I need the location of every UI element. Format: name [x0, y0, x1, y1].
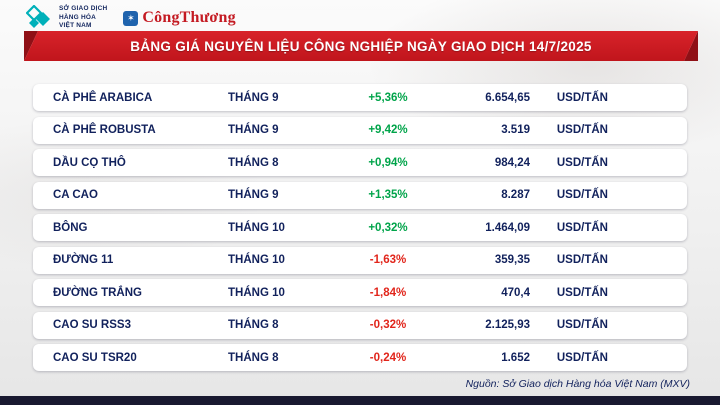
price-value: 359,35 [494, 254, 530, 266]
price-unit: USD/TẤN [556, 286, 608, 299]
mxv-logo-line1: SỞ GIAO DỊCH [59, 5, 108, 13]
mxv-logo-line2: HÀNG HÓA [59, 13, 96, 21]
price-value: 1.652 [501, 351, 530, 364]
price-table: CÀ PHÊ ARABICA THÁNG 9 +5,36% 6.654,65 U… [33, 84, 687, 377]
price-unit: USD/TẤN [556, 91, 608, 104]
title-ribbon-band: BẢNG GIÁ NGUYÊN LIỆU CÔNG NGHIỆP NGÀY GI… [24, 31, 698, 61]
table-row: CAO SU TSR20 THÁNG 8 -0,24% 1.652 USD/TẤ… [33, 344, 687, 371]
price-value: 470,4 [501, 286, 530, 299]
price-unit: USD/TẤN [556, 124, 608, 136]
table-row: CA CAO THÁNG 9 +1,35% 8.287 USD/TẤN [33, 181, 687, 209]
mxv-logo-icon [26, 5, 50, 28]
price-unit: USD/TẤN [556, 189, 608, 201]
commodity-name: ĐƯỜNG 11 [53, 254, 114, 266]
congthuong-logo: ✶ CôngThương [123, 9, 236, 27]
table-row: BÔNG THÁNG 10 +0,32% 1.464,09 USD/TẤN [33, 214, 687, 241]
page-title: BẢNG GIÁ NGUYÊN LIỆU CÔNG NGHIỆP NGÀY GI… [130, 38, 592, 54]
change-percent: +5,36% [368, 91, 408, 104]
price-value: 984,24 [494, 156, 530, 169]
congthuong-logo-icon: ✶ [123, 10, 139, 26]
contract-month: THÁNG 9 [228, 189, 279, 201]
contract-month: THÁNG 9 [228, 124, 279, 136]
price-value: 2.125,93 [485, 319, 530, 331]
change-percent: +0,94% [368, 156, 408, 169]
contract-month: THÁNG 8 [228, 351, 279, 364]
contract-month: THÁNG 9 [228, 91, 279, 104]
commodity-name: ĐƯỜNG TRẮNG [53, 286, 142, 299]
mxv-logo: SỞ GIAO DỊCH HÀNG HÓA VIỆT NAM [26, 5, 107, 31]
mxv-logo-text: SỞ GIAO DỊCH HÀNG HÓA VIỆT NAM [59, 5, 107, 30]
change-percent: -0,24% [369, 351, 407, 364]
change-percent: -0,32% [369, 319, 407, 331]
table-row: CÀ PHÊ ROBUSTA THÁNG 9 +9,42% 3.519 USD/… [33, 116, 687, 144]
contract-month: THÁNG 8 [228, 156, 279, 169]
commodity-name: DẦU CỌ THÔ [53, 156, 126, 169]
commodity-name: CA CAO [53, 189, 98, 201]
price-unit: USD/TẤN [556, 319, 608, 331]
price-value: 6.654,65 [485, 91, 530, 104]
price-value: 3.519 [501, 124, 530, 136]
price-unit: USD/TẤN [556, 156, 608, 169]
logo-bar: SỞ GIAO DỊCH HÀNG HÓA VIỆT NAM ✶ CôngThư… [26, 5, 236, 31]
table-row: CAO SU RSS3 THÁNG 8 -0,32% 2.125,93 USD/… [33, 311, 687, 339]
commodity-name: CÀ PHÊ ROBUSTA [53, 124, 156, 136]
change-percent: +1,35% [368, 189, 408, 201]
title-ribbon: BẢNG GIÁ NGUYÊN LIỆU CÔNG NGHIỆP NGÀY GI… [24, 31, 698, 61]
price-value: 1.464,09 [485, 221, 530, 234]
price-value: 8.287 [501, 189, 530, 201]
table-row: DẦU CỌ THÔ THÁNG 8 +0,94% 984,24 USD/TẤN [33, 149, 687, 176]
commodity-name: CAO SU RSS3 [53, 319, 131, 331]
contract-month: THÁNG 8 [228, 319, 279, 331]
congthuong-logo-text: CôngThương [142, 9, 236, 26]
change-percent: -1,84% [369, 286, 407, 299]
price-unit: USD/TẤN [556, 221, 608, 234]
mxv-logo-line3: VIỆT NAM [59, 22, 92, 30]
commodity-name: CÀ PHÊ ARABICA [53, 91, 153, 104]
change-percent: +9,42% [368, 124, 408, 136]
change-percent: +0,32% [368, 221, 408, 234]
commodity-name: CAO SU TSR20 [53, 351, 137, 364]
table-row: ĐƯỜNG 11 THÁNG 10 -1,63% 359,35 USD/TẤN [33, 246, 687, 274]
contract-month: THÁNG 10 [228, 221, 285, 234]
bottom-bar [0, 396, 720, 405]
commodity-name: BÔNG [53, 221, 88, 234]
contract-month: THÁNG 10 [228, 286, 285, 299]
price-unit: USD/TẤN [556, 351, 608, 364]
source-note: Nguồn: Sở Giao dịch Hàng hóa Việt Nam (M… [465, 378, 690, 390]
table-row: ĐƯỜNG TRẮNG THÁNG 10 -1,84% 470,4 USD/TẤ… [33, 279, 687, 306]
change-percent: -1,63% [369, 254, 407, 266]
table-row: CÀ PHÊ ARABICA THÁNG 9 +5,36% 6.654,65 U… [33, 84, 687, 111]
contract-month: THÁNG 10 [228, 254, 285, 266]
price-unit: USD/TẤN [556, 254, 608, 266]
